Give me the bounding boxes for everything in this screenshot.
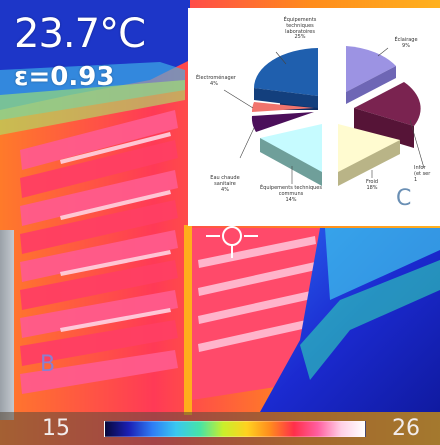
pie-label-froid: Froid 18% [365, 179, 379, 191]
temperature-readout: 23.7°C ε=0.93 [14, 11, 146, 92]
slice-eau [251, 112, 314, 132]
pie-label-communs: Équipements techniques communs 14% [260, 185, 322, 203]
pie-chart [223, 46, 425, 186]
pie-chart-inset: Équipements techniques laboratoires 25% É… [188, 8, 440, 226]
panel-label-c: C [396, 186, 412, 211]
pie-label-labs: Équipements techniques laboratoires 25% [283, 17, 317, 41]
color-scale-gradient [104, 421, 366, 437]
emissivity-value: ε=0.93 [14, 62, 115, 92]
panel-label-b: B [40, 352, 56, 377]
slice-info [354, 82, 421, 126]
slice-communs-side [260, 138, 322, 186]
slice-communs [260, 124, 322, 172]
pie-label-eclairage: Éclairage 9% [394, 37, 418, 49]
slice-froid-side [338, 140, 400, 186]
crosshair-icon [206, 226, 258, 258]
pie-label-eau: Eau chaude sanitaire 4% [210, 175, 240, 193]
scale-min-label: 15 [42, 416, 70, 441]
slice-froid [338, 124, 400, 172]
slice-eclairage [346, 46, 396, 92]
slice-labs-side [254, 88, 318, 108]
slice-eclairage-side [346, 66, 396, 104]
scale-max-label: 26 [392, 416, 420, 441]
temperature-value: 23.7°C [14, 11, 146, 57]
slice-labs [254, 48, 318, 96]
slice-info-side [354, 108, 414, 148]
pie-label-info: Infor (et ser 1 [414, 165, 431, 183]
slice-electro [251, 102, 314, 112]
pie-label-electro: Électroménager 4% [196, 75, 236, 87]
